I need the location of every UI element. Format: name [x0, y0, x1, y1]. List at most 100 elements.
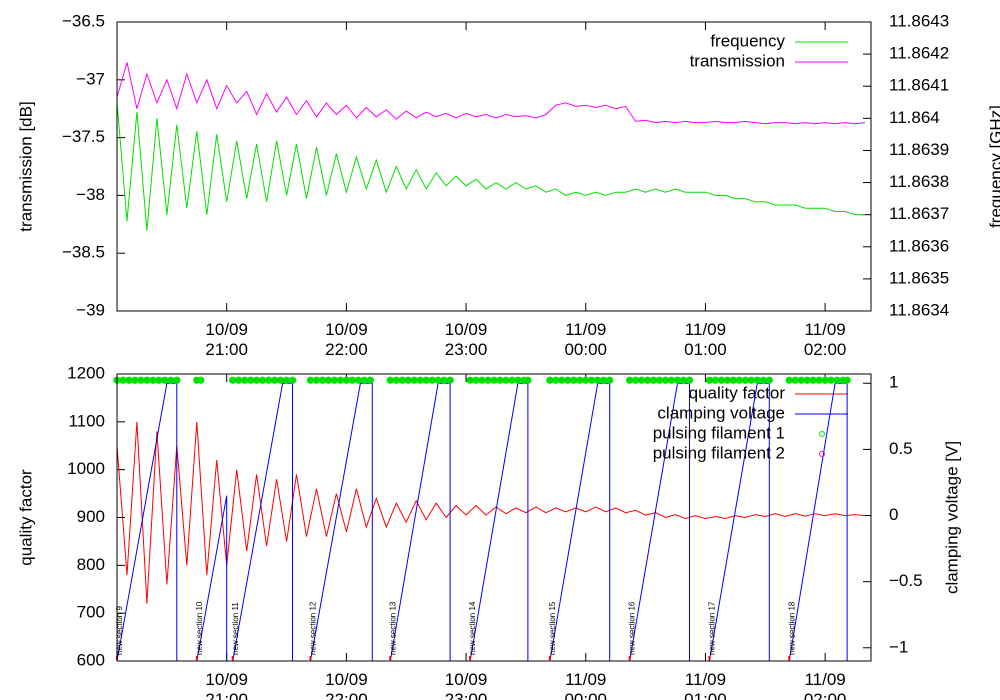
- y2-tick-label: 11.8639: [889, 140, 949, 159]
- x-tick-label: 11/09 01:00: [684, 320, 727, 359]
- series-point: [348, 376, 356, 384]
- annotation: new section 17: [708, 601, 717, 655]
- y-tick-label: 1000: [67, 459, 105, 478]
- x-tick-label: 11/09 02:00: [803, 670, 847, 700]
- y-tick-label: −37: [76, 69, 105, 88]
- annotation: new section 10: [195, 601, 204, 655]
- series-point: [576, 376, 584, 384]
- series-point: [167, 376, 175, 384]
- y2-tick-label: 11.8635: [889, 268, 949, 287]
- series-point: [655, 376, 664, 384]
- series-point: [508, 376, 516, 384]
- series-point: [649, 376, 658, 384]
- y-tick-label: 1100: [68, 411, 105, 430]
- x-tick-label: 11/09 00:00: [564, 670, 608, 700]
- series-point: [815, 376, 823, 384]
- series-point: [478, 376, 486, 384]
- series-point: [484, 376, 492, 384]
- legend-label: pulsing filament 2: [653, 443, 785, 462]
- y-tick-label: 1200: [67, 363, 105, 382]
- plot-frame: [116, 373, 872, 662]
- y2-tick-label: 11.8638: [889, 172, 949, 191]
- y2-tick-label: 11.8637: [889, 204, 949, 223]
- series-point: [582, 376, 590, 384]
- x-tick-label: 11/09 00:00: [564, 320, 608, 359]
- series-point: [661, 376, 670, 384]
- series-point: [241, 376, 249, 384]
- series-point: [809, 376, 817, 384]
- series-point: [747, 376, 755, 384]
- annotation: new section 9: [115, 606, 124, 655]
- series-point: [588, 376, 596, 384]
- y-tick-label: −39: [76, 300, 105, 319]
- series-point: [759, 376, 767, 384]
- series-point: [404, 376, 412, 384]
- series-point: [125, 376, 133, 384]
- series-point: [155, 376, 163, 384]
- y-tick-label: 900: [77, 507, 105, 526]
- series-point: [643, 376, 652, 384]
- series-point: [264, 376, 273, 384]
- series-point: [753, 376, 761, 384]
- series-point: [312, 376, 321, 384]
- series-point: [247, 376, 255, 384]
- series-point: [253, 376, 261, 384]
- series-point: [626, 376, 634, 384]
- y-tick-label: 600: [77, 650, 105, 669]
- y-tick-label: 700: [77, 603, 105, 622]
- series-point: [667, 376, 676, 384]
- series-point: [791, 376, 799, 384]
- plot-frame: [116, 21, 872, 312]
- series-point: [765, 376, 773, 384]
- annotation: new section 13: [388, 601, 397, 655]
- series-point: [797, 376, 805, 384]
- series-point: [546, 376, 554, 384]
- series-point: [735, 376, 743, 384]
- series-point: [131, 376, 139, 384]
- series-point: [723, 376, 731, 384]
- legend-label: quality factor: [689, 383, 786, 402]
- series-point: [149, 376, 157, 384]
- y2-axis-title: clamping voltage [V]: [942, 441, 961, 594]
- series-point: [552, 376, 560, 384]
- series-point: [514, 376, 522, 384]
- x-tick-label: 10/09 23:00: [444, 320, 488, 359]
- series-point: [821, 376, 829, 384]
- series-point: [422, 376, 430, 384]
- series-point: [472, 376, 480, 384]
- series-point: [594, 376, 602, 384]
- series-point: [717, 376, 725, 384]
- series-point: [803, 376, 811, 384]
- annotation: new section 14: [468, 601, 477, 655]
- series-point: [600, 376, 608, 384]
- annotation: new section 18: [787, 601, 796, 655]
- series-point: [137, 376, 145, 384]
- series-point: [270, 376, 279, 384]
- series-point: [496, 376, 504, 384]
- series-point: [324, 376, 333, 384]
- x-tick-label: 10/09 22:00: [325, 320, 368, 359]
- series-point: [564, 376, 572, 384]
- series-point: [466, 376, 474, 384]
- series-point: [336, 376, 345, 384]
- series-point: [729, 376, 737, 384]
- y-tick-label: −36.5: [62, 11, 105, 30]
- legend-label: clamping voltage: [657, 403, 785, 422]
- legend-label: transmission: [690, 51, 785, 70]
- series-point: [524, 376, 532, 384]
- series-point: [318, 376, 327, 384]
- series-line: [117, 102, 865, 231]
- series-point: [360, 376, 368, 384]
- series-point: [259, 376, 267, 384]
- x-tick-label: 10/09 22:00: [325, 670, 368, 700]
- series-point: [638, 376, 646, 384]
- series-point: [366, 376, 374, 384]
- series-point: [741, 376, 749, 384]
- y2-tick-label: −1: [889, 637, 908, 656]
- series-point: [490, 376, 498, 384]
- series-point: [306, 376, 315, 384]
- series-point: [558, 376, 566, 384]
- series-point: [229, 376, 237, 384]
